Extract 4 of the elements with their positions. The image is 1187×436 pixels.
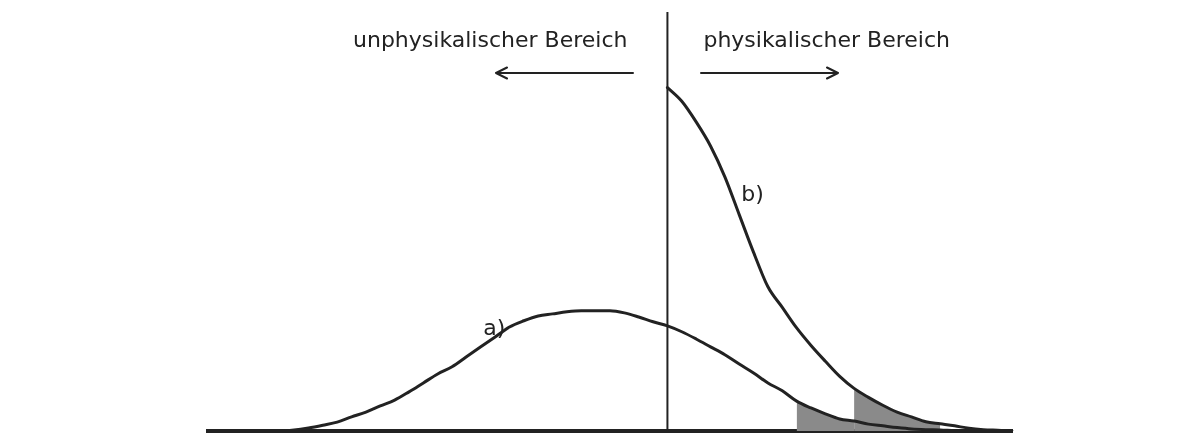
- series-label: a): [483, 314, 506, 340]
- text: unphysikalischer Bereich: [353, 27, 628, 52]
- series-label: b): [741, 181, 764, 207]
- text: physikalischer Bereich: [703, 27, 950, 52]
